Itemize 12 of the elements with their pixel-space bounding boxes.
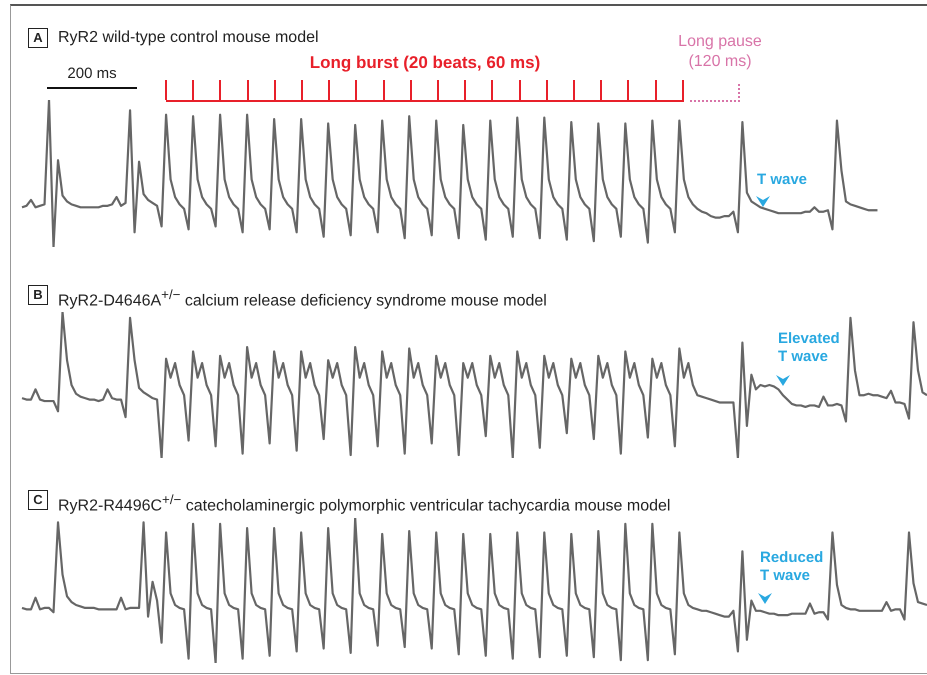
chart-title: RyR2-R4496C$^{+/−}$ catecholaminergic polymorphic ventricular tachycardia mouse model [58, 491, 670, 516]
annotation: Elevated T wave [778, 330, 841, 366]
text: 200 ms [66, 65, 118, 82]
text: C [28, 490, 48, 510]
chart-title: RyR2 wild-type control mouse model [58, 28, 319, 48]
text: A [28, 28, 48, 48]
annotation: T wave [757, 171, 808, 189]
chart-title: RyR2-D4646A$^{+/−}$ calcium release deficiency syndrome mouse model [58, 286, 547, 312]
text: Long pause (120 ms) [677, 32, 763, 72]
text: B [28, 285, 48, 305]
text: Long burst (20 beats, 60 ms) [308, 53, 542, 73]
annotation: Reduced T wave [760, 549, 824, 585]
